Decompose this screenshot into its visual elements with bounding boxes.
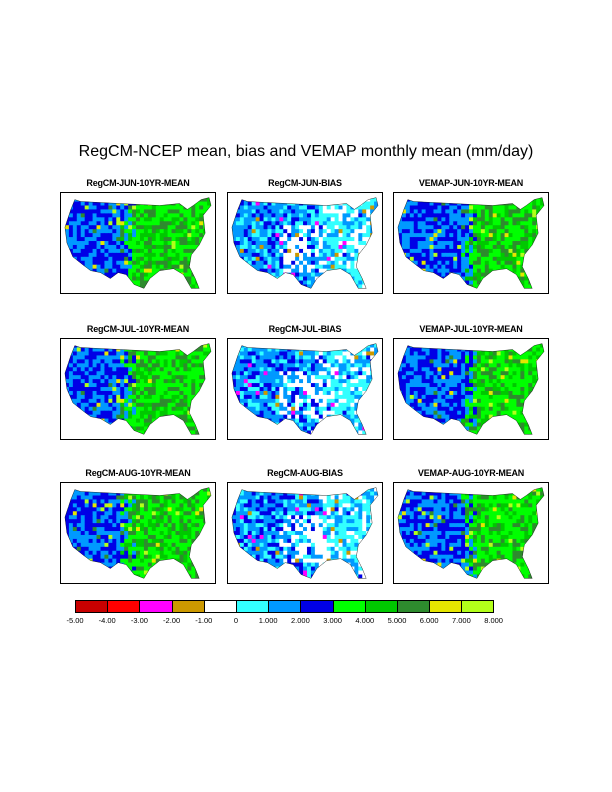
us-precip-map: [231, 197, 379, 289]
us-outline: [231, 487, 379, 579]
map-frame: [60, 338, 216, 440]
map-panel: VEMAP-JUN-10YR-MEAN: [393, 177, 549, 294]
colorbar-swatch: [364, 600, 398, 613]
colorbar-swatch: [171, 600, 205, 613]
map-panel: RegCM-AUG-10YR-MEAN: [60, 467, 216, 584]
us-outline: [397, 487, 545, 579]
colorbar-swatch: [332, 600, 366, 613]
colorbar-swatch: [461, 600, 495, 613]
map-panel: RegCM-JUL-BIAS: [227, 323, 383, 440]
us-outline: [397, 343, 545, 435]
colorbar-label: 5.000: [387, 616, 407, 625]
colorbar-label: 1.000: [258, 616, 278, 625]
us-precip-map: [64, 343, 212, 435]
colorbar-label: -5.00: [66, 616, 84, 625]
colorbar-label: 6.000: [419, 616, 439, 625]
colorbar-swatch: [396, 600, 431, 613]
colorbar: -5.00 -4.00 -3.00 -2.00 -1.00 0 1.000 2.000 3.00…: [66, 600, 535, 628]
map-frame: [393, 192, 549, 294]
map-frame: [393, 482, 549, 584]
map-panel-title: RegCM-JUN-10YR-MEAN: [86, 178, 190, 188]
map-frame: [393, 338, 549, 440]
colorbar-label: 3.000: [323, 616, 342, 625]
map-frame: [227, 192, 383, 294]
colorbar-label: 2.000: [291, 616, 310, 625]
map-panel: RegCM-AUG-BIAS: [227, 467, 383, 584]
us-precip-map: [397, 197, 545, 289]
map-frame: [60, 482, 216, 584]
figure-title: RegCM-NCEP mean, bias and VEMAP monthly …: [78, 143, 534, 160]
colorbar-label: -4.00: [98, 616, 116, 625]
map-panel-title: RegCM-AUG-10YR-MEAN: [85, 468, 191, 478]
us-precip-map: [397, 487, 545, 579]
map-panel: VEMAP-AUG-10YR-MEAN: [393, 467, 549, 584]
map-panel: VEMAP-JUL-10YR-MEAN: [393, 323, 549, 440]
colorbar-swatch: [139, 600, 173, 613]
colorbar-swatch: [75, 600, 109, 613]
colorbar-labels: -5.00 -4.00 -3.00 -2.00 -1.00 0 1.000 2.000 3.00…: [66, 616, 535, 628]
colorbar-label: -3.00: [130, 616, 148, 625]
colorbar-swatch: [107, 600, 141, 613]
map-frame: [60, 192, 216, 294]
colorbar-swatch: [268, 600, 302, 613]
us-precip-map: [231, 343, 379, 435]
map-panel: RegCM-JUL-10YR-MEAN: [60, 323, 216, 440]
us-precip-map: [64, 197, 212, 289]
colorbar-swatches: [75, 600, 535, 613]
colorbar-label: 7.000: [452, 616, 471, 625]
colorbar-label: 4.000: [355, 616, 375, 625]
map-panel-title: RegCM-JUN-BIAS: [268, 178, 342, 188]
colorbar-swatch: [429, 600, 463, 613]
colorbar-swatch: [235, 600, 270, 613]
us-outline: [64, 197, 212, 289]
us-outline: [231, 343, 379, 435]
us-precip-map: [231, 487, 379, 579]
colorbar-label: -1.00: [195, 616, 213, 625]
map-panel-title: RegCM-JUL-10YR-MEAN: [86, 324, 190, 334]
us-outline: [64, 487, 212, 579]
colorbar-swatch: [300, 600, 334, 613]
map-frame: [227, 338, 383, 440]
colorbar-label: 0: [233, 616, 239, 625]
us-outline: [397, 197, 545, 289]
map-panel: RegCM-JUN-BIAS: [227, 177, 383, 294]
map-frame: [227, 482, 383, 584]
map-panel-title: VEMAP-AUG-10YR-MEAN: [417, 468, 525, 478]
map-panel-title: VEMAP-JUN-10YR-MEAN: [418, 178, 524, 188]
colorbar-label: 8.000: [484, 616, 503, 625]
map-panel: RegCM-JUN-10YR-MEAN: [60, 177, 216, 294]
us-outline: [231, 197, 379, 289]
us-precip-map: [397, 343, 545, 435]
us-outline: [64, 343, 212, 435]
colorbar-swatch: [203, 600, 237, 613]
colorbar-label: -2.00: [163, 616, 181, 625]
map-panel-title: RegCM-JUL-BIAS: [268, 324, 342, 334]
map-panel-title: RegCM-AUG-BIAS: [267, 468, 343, 478]
us-precip-map: [64, 487, 212, 579]
map-panel-title: VEMAP-JUL-10YR-MEAN: [419, 324, 523, 334]
